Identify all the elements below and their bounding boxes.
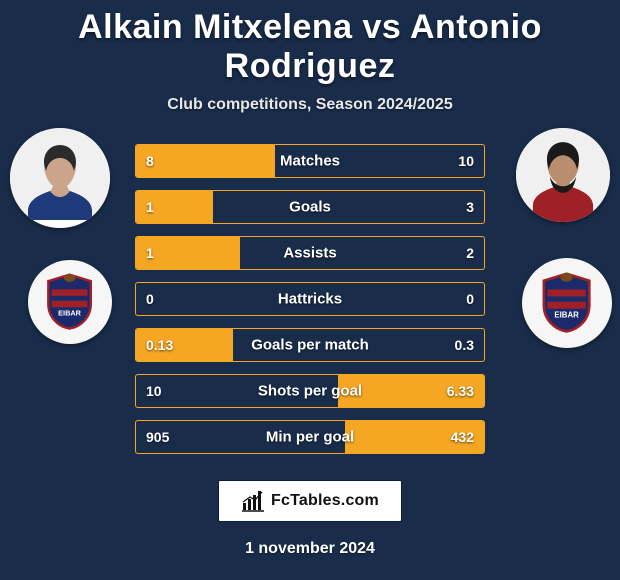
stat-label: Hattricks xyxy=(278,291,342,308)
chart-bar-icon xyxy=(241,489,265,513)
stat-label: Matches xyxy=(280,153,340,170)
stat-row: 10 6.33 Shots per goal xyxy=(135,374,485,408)
date-label: 1 november 2024 xyxy=(0,540,620,558)
player-silhouette-icon xyxy=(10,128,110,228)
stat-label: Shots per goal xyxy=(258,383,362,400)
stat-value-left: 0 xyxy=(146,291,154,307)
club-right-badge: EIBAR xyxy=(522,258,612,348)
stat-row: 1 3 Goals xyxy=(135,190,485,224)
stat-value-left: 0.13 xyxy=(146,337,173,353)
shield-icon: EIBAR xyxy=(536,272,597,333)
bar-left xyxy=(136,145,275,177)
stat-value-right: 0.3 xyxy=(455,337,474,353)
stat-row: 8 10 Matches xyxy=(135,144,485,178)
stat-value-left: 10 xyxy=(146,383,162,399)
stat-label: Goals xyxy=(289,199,331,216)
player-left-avatar xyxy=(10,128,110,228)
stat-value-right: 3 xyxy=(466,199,474,215)
brand-text: FcTables.com xyxy=(271,492,379,510)
player-right-avatar xyxy=(516,128,610,222)
stat-value-left: 8 xyxy=(146,153,154,169)
stat-rows: 8 10 Matches 1 3 Goals 1 2 Assists 0 0 Hattricks 0.1… xyxy=(135,144,485,454)
stat-value-right: 10 xyxy=(458,153,474,169)
page-title: Alkain Mitxelena vs Antonio Rodriguez xyxy=(0,8,620,86)
stat-value-right: 432 xyxy=(451,429,474,445)
stat-label: Goals per match xyxy=(251,337,369,354)
stat-value-right: 2 xyxy=(466,245,474,261)
stat-value-left: 905 xyxy=(146,429,169,445)
stat-row: 0 0 Hattricks xyxy=(135,282,485,316)
club-left-badge: EIBAR xyxy=(28,260,112,344)
shield-icon: EIBAR xyxy=(41,273,98,330)
svg-text:EIBAR: EIBAR xyxy=(555,311,580,320)
stat-row: 0.13 0.3 Goals per match xyxy=(135,328,485,362)
stat-row: 1 2 Assists xyxy=(135,236,485,270)
brand-box: FcTables.com xyxy=(218,480,402,522)
stat-value-left: 1 xyxy=(146,199,154,215)
svg-text:EIBAR: EIBAR xyxy=(59,309,83,318)
stat-value-right: 6.33 xyxy=(447,383,474,399)
stat-value-right: 0 xyxy=(466,291,474,307)
stat-value-left: 1 xyxy=(146,245,154,261)
stat-label: Assists xyxy=(283,245,336,262)
stat-label: Min per goal xyxy=(266,429,354,446)
player-silhouette-icon xyxy=(516,128,610,222)
stat-row: 905 432 Min per goal xyxy=(135,420,485,454)
subtitle: Club competitions, Season 2024/2025 xyxy=(0,96,620,114)
